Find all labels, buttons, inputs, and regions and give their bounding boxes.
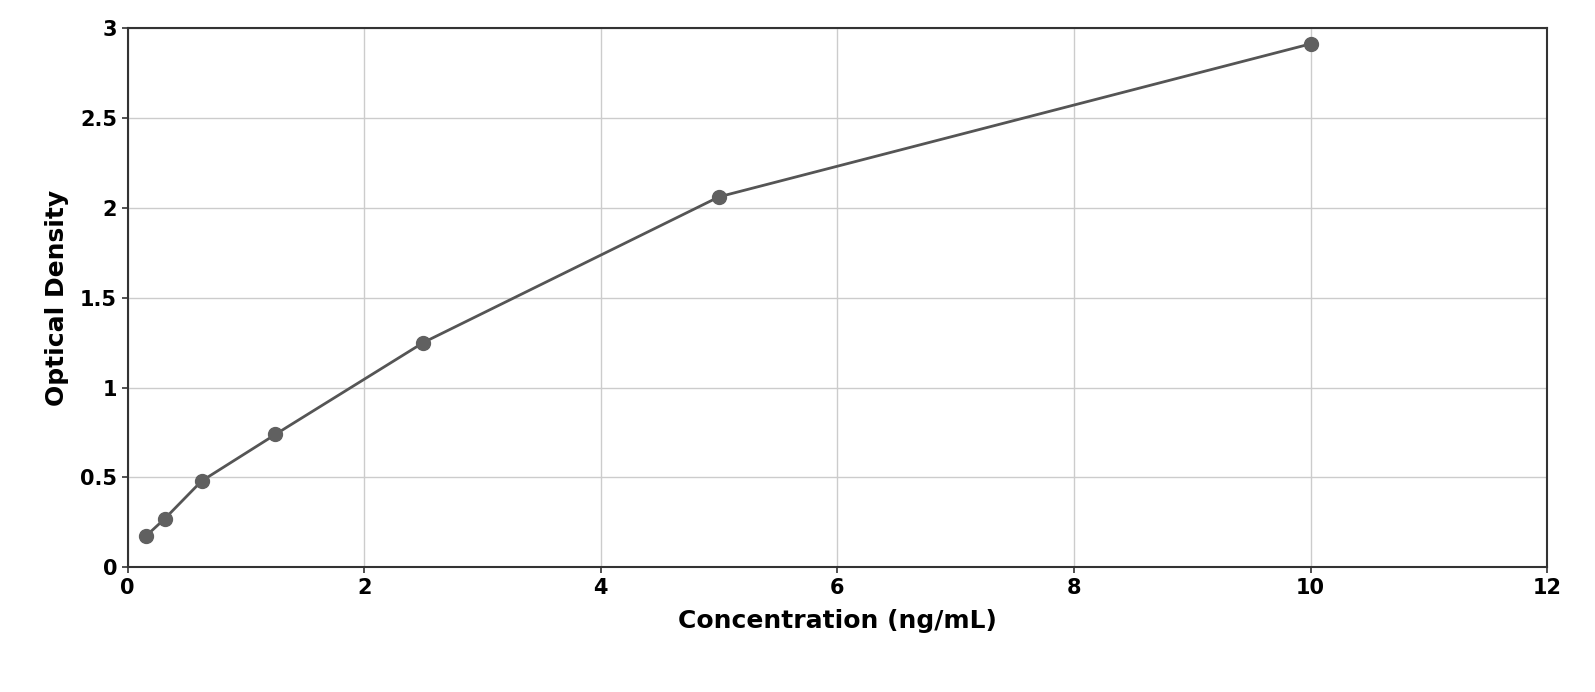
Point bbox=[152, 513, 177, 525]
Point bbox=[410, 337, 435, 348]
Y-axis label: Optical Density: Optical Density bbox=[45, 190, 69, 406]
Point bbox=[1298, 38, 1324, 49]
Point bbox=[188, 475, 214, 486]
Point bbox=[263, 429, 289, 440]
X-axis label: Concentration (ng/mL): Concentration (ng/mL) bbox=[678, 609, 997, 633]
Point bbox=[134, 531, 160, 542]
Point bbox=[707, 191, 732, 202]
